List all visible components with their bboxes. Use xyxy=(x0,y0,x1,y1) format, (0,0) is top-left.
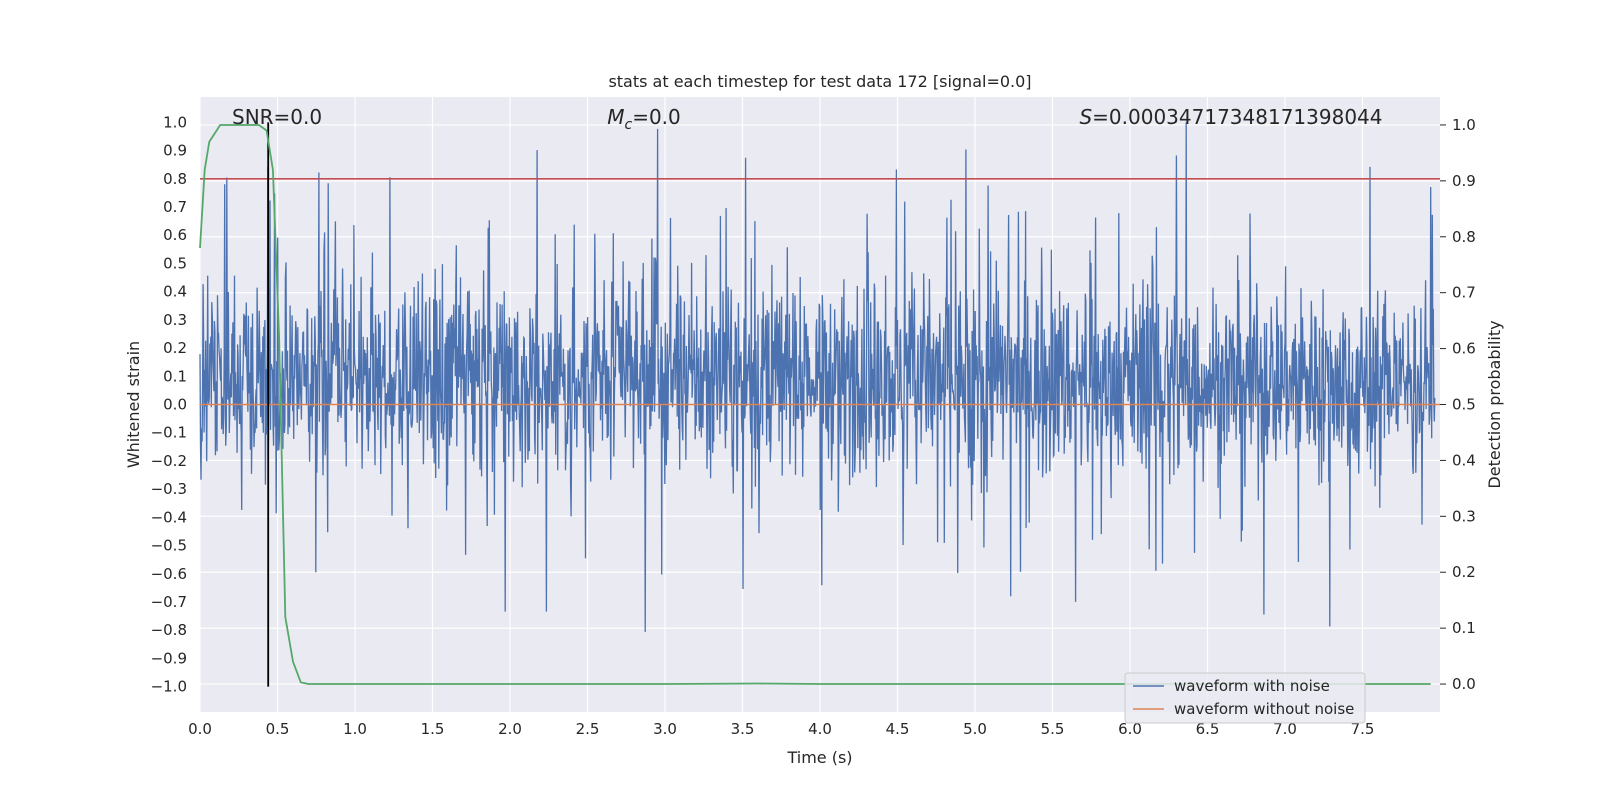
y2-tick-label: 0.3 xyxy=(1452,507,1476,525)
y-tick-label: 0.2 xyxy=(163,339,187,357)
detection-probability-line xyxy=(199,124,1431,685)
x-tick-label: 6.5 xyxy=(1196,720,1220,738)
x-tick-label: 5.0 xyxy=(963,720,987,738)
x-tick-label: 4.5 xyxy=(886,720,910,738)
y-tick-label: 0.7 xyxy=(163,198,187,216)
s-symbol: S xyxy=(1079,105,1092,129)
y-tick-label: −0.3 xyxy=(151,480,187,498)
x-tick-label: 2.0 xyxy=(498,720,522,738)
y2-tick-label: 0.9 xyxy=(1452,172,1476,190)
y-tick-label: 0.9 xyxy=(163,142,187,160)
chart-legend: waveform with noise waveform without noi… xyxy=(1124,672,1366,724)
y-tick-label: −0.5 xyxy=(151,537,187,555)
score-annotation: S=0.00034717348171398044 xyxy=(1079,105,1382,129)
y-tick-label: −1.0 xyxy=(151,678,187,696)
y2-tick-label: 1.0 xyxy=(1452,116,1476,134)
y-tick-label: 0.0 xyxy=(163,396,187,414)
y2-tick-label: 0.8 xyxy=(1452,228,1476,246)
y-tick-label: −0.9 xyxy=(151,649,187,667)
y-tick-label: 0.4 xyxy=(163,283,187,301)
y2-tick-label: 0.1 xyxy=(1452,619,1476,637)
y-tick-label: 0.5 xyxy=(163,254,187,272)
chart-title: stats at each timestep for test data 172… xyxy=(608,72,1031,91)
axis-ticks: 0.0 0.5 1.0 1.5 2.0 2.5 3.0 3.5 4.0 4.5 5.0 5.5 6.0 6… xyxy=(151,113,1476,738)
y-tick-label: 0.8 xyxy=(163,170,187,188)
y2-tick-label: 0.0 xyxy=(1452,675,1476,693)
chart-overlays xyxy=(199,122,1440,687)
chirp-mass-annotation: Mc=0.0 xyxy=(607,105,681,133)
x-tick-label: 6.0 xyxy=(1118,720,1142,738)
x-tick-label: 0.5 xyxy=(266,720,290,738)
y-axis-label: Whitened strain xyxy=(124,341,143,468)
y2-tick-label: 0.5 xyxy=(1452,396,1476,414)
legend-label-noisy: waveform with noise xyxy=(1174,677,1330,695)
snr-annotation: SNR=0.0 xyxy=(232,105,322,129)
y2-tick-label: 0.6 xyxy=(1452,340,1476,358)
y-tick-label: −0.8 xyxy=(151,621,187,639)
y-tick-label: −0.2 xyxy=(151,452,187,470)
y-tick-label: −0.6 xyxy=(151,565,187,583)
y-tick-label: 0.6 xyxy=(163,226,187,244)
s-value: =0.00034717348171398044 xyxy=(1092,105,1382,129)
x-tick-label: 3.0 xyxy=(653,720,677,738)
mc-subscript: c xyxy=(624,117,632,133)
x-tick-label: 7.0 xyxy=(1273,720,1297,738)
x-tick-label: 7.5 xyxy=(1351,720,1375,738)
mc-symbol: M xyxy=(607,105,624,129)
y2-tick-label: 0.4 xyxy=(1452,451,1476,469)
y2-tick-label: 0.7 xyxy=(1452,284,1476,302)
x-axis-label: Time (s) xyxy=(786,748,852,767)
legend-box xyxy=(1124,672,1366,724)
y2-tick-label: 0.2 xyxy=(1452,563,1476,581)
y-tick-label: −0.7 xyxy=(151,593,187,611)
y-tick-label: −0.4 xyxy=(151,508,187,526)
x-tick-label: 4.0 xyxy=(808,720,832,738)
y-tick-label: −0.1 xyxy=(151,424,187,442)
x-tick-label: 5.5 xyxy=(1041,720,1065,738)
x-tick-label: 2.5 xyxy=(576,720,600,738)
noisy-waveform-line xyxy=(199,122,1436,633)
mc-value: =0.0 xyxy=(632,105,681,129)
y-tick-label: 1.0 xyxy=(163,113,187,131)
y-tick-label: 0.3 xyxy=(163,311,187,329)
legend-label-clean: waveform without noise xyxy=(1174,700,1354,718)
x-tick-label: 1.5 xyxy=(421,720,445,738)
x-tick-label: 1.0 xyxy=(343,720,367,738)
noisy-waveform-series xyxy=(199,122,1436,633)
x-tick-label: 3.5 xyxy=(731,720,755,738)
y-tick-label: 0.1 xyxy=(163,367,187,385)
y2-axis-label: Detection probability xyxy=(1485,320,1504,488)
x-tick-label: 0.0 xyxy=(188,720,212,738)
